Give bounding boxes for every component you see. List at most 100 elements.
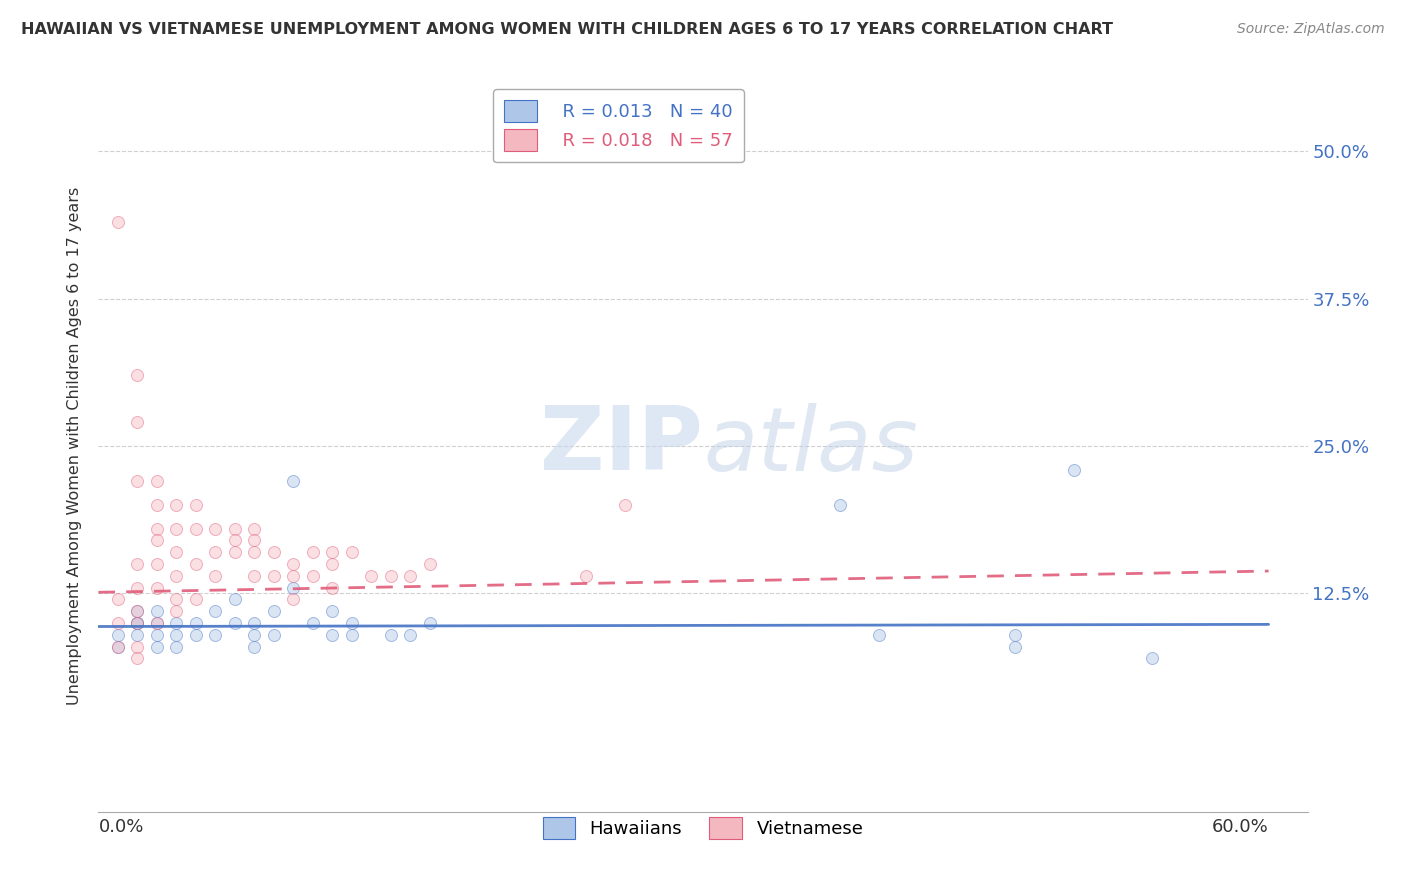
Point: [127, 615, 149, 630]
Point: [224, 592, 246, 607]
Text: HAWAIIAN VS VIETNAMESE UNEMPLOYMENT AMONG WOMEN WITH CHILDREN AGES 6 TO 17 YEARS: HAWAIIAN VS VIETNAMESE UNEMPLOYMENT AMON…: [21, 22, 1114, 37]
Point: [146, 533, 169, 548]
Point: [107, 640, 129, 654]
Point: [360, 568, 382, 582]
Point: [184, 615, 207, 630]
Point: [127, 368, 149, 383]
Point: [263, 568, 285, 582]
Point: [184, 592, 207, 607]
Point: [165, 640, 187, 654]
Point: [146, 640, 169, 654]
Point: [107, 215, 129, 229]
Point: [107, 615, 129, 630]
Point: [146, 615, 169, 630]
Point: [165, 592, 187, 607]
Point: [127, 581, 149, 595]
Text: 60.0%: 60.0%: [1212, 818, 1268, 836]
Point: [107, 592, 129, 607]
Text: Source: ZipAtlas.com: Source: ZipAtlas.com: [1237, 22, 1385, 37]
Text: atlas: atlas: [703, 403, 918, 489]
Point: [243, 615, 266, 630]
Point: [224, 615, 246, 630]
Point: [107, 640, 129, 654]
Point: [614, 498, 637, 512]
Point: [204, 628, 226, 642]
Point: [263, 628, 285, 642]
Point: [165, 615, 187, 630]
Point: [302, 545, 325, 559]
Point: [1004, 628, 1026, 642]
Point: [184, 628, 207, 642]
Point: [127, 416, 149, 430]
Point: [165, 522, 187, 536]
Point: [1140, 651, 1163, 665]
Point: [184, 522, 207, 536]
Point: [165, 545, 187, 559]
Point: [224, 533, 246, 548]
Point: [165, 498, 187, 512]
Point: [165, 568, 187, 582]
Point: [146, 475, 169, 489]
Y-axis label: Unemployment Among Women with Children Ages 6 to 17 years: Unemployment Among Women with Children A…: [67, 187, 83, 705]
Point: [340, 628, 363, 642]
Point: [340, 615, 363, 630]
Point: [146, 628, 169, 642]
Legend: Hawaiians, Vietnamese: Hawaiians, Vietnamese: [531, 806, 875, 850]
Point: [165, 604, 187, 618]
Point: [283, 581, 305, 595]
Point: [204, 604, 226, 618]
Point: [399, 568, 422, 582]
Point: [146, 615, 169, 630]
Point: [283, 475, 305, 489]
Point: [224, 545, 246, 559]
Point: [107, 628, 129, 642]
Point: [321, 545, 343, 559]
Point: [380, 568, 402, 582]
Point: [165, 628, 187, 642]
Point: [204, 568, 226, 582]
Point: [283, 568, 305, 582]
Point: [243, 533, 266, 548]
Point: [146, 522, 169, 536]
Point: [184, 498, 207, 512]
Point: [828, 498, 851, 512]
Point: [127, 615, 149, 630]
Point: [127, 557, 149, 571]
Point: [184, 557, 207, 571]
Point: [204, 545, 226, 559]
Point: [146, 498, 169, 512]
Point: [243, 568, 266, 582]
Point: [204, 522, 226, 536]
Point: [127, 628, 149, 642]
Point: [243, 628, 266, 642]
Point: [146, 557, 169, 571]
Point: [340, 545, 363, 559]
Point: [224, 522, 246, 536]
Point: [127, 604, 149, 618]
Point: [321, 628, 343, 642]
Point: [146, 581, 169, 595]
Point: [419, 557, 441, 571]
Text: 0.0%: 0.0%: [98, 818, 143, 836]
Point: [868, 628, 890, 642]
Point: [283, 592, 305, 607]
Point: [302, 615, 325, 630]
Point: [321, 581, 343, 595]
Point: [283, 557, 305, 571]
Point: [146, 604, 169, 618]
Point: [321, 557, 343, 571]
Point: [263, 604, 285, 618]
Point: [127, 475, 149, 489]
Point: [243, 640, 266, 654]
Point: [127, 651, 149, 665]
Point: [399, 628, 422, 642]
Point: [243, 545, 266, 559]
Point: [243, 522, 266, 536]
Point: [380, 628, 402, 642]
Point: [263, 545, 285, 559]
Point: [1063, 462, 1085, 476]
Point: [575, 568, 598, 582]
Point: [321, 604, 343, 618]
Point: [1004, 640, 1026, 654]
Point: [302, 568, 325, 582]
